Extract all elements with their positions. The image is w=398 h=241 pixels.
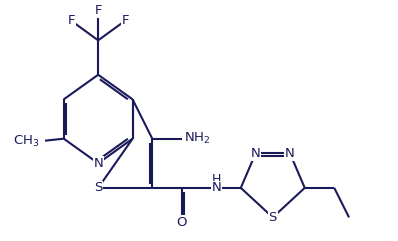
Text: O: O xyxy=(177,216,187,229)
Text: N: N xyxy=(285,147,295,160)
Text: N: N xyxy=(251,147,260,160)
Text: F: F xyxy=(94,4,102,17)
Text: S: S xyxy=(269,211,277,224)
Text: NH$_2$: NH$_2$ xyxy=(184,131,211,146)
Text: CH$_3$: CH$_3$ xyxy=(13,134,39,149)
Text: H: H xyxy=(211,173,221,186)
Text: N: N xyxy=(211,181,221,194)
Text: F: F xyxy=(121,14,129,27)
Text: N: N xyxy=(93,157,103,170)
Text: F: F xyxy=(67,14,75,27)
Text: S: S xyxy=(94,181,102,194)
